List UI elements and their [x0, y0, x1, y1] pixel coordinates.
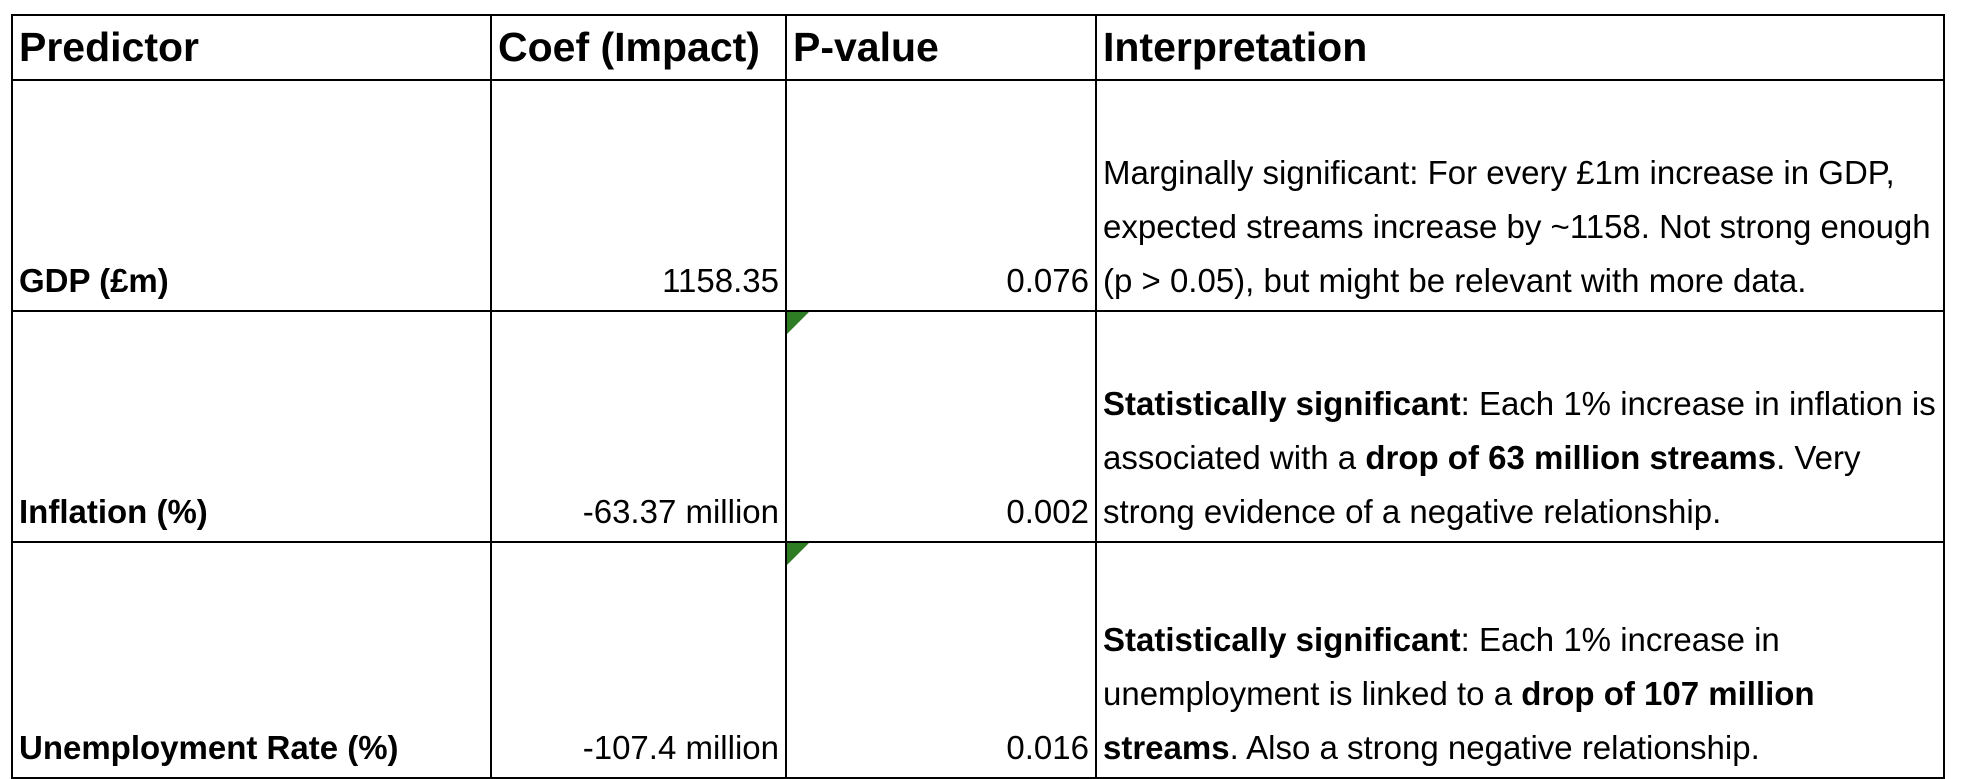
- interp-text: : Each 1% increase in unemployment is li…: [1103, 621, 1780, 712]
- spreadsheet-table-area: Predictor Coef (Impact) P-value Interpre…: [11, 14, 1945, 779]
- coef-cell[interactable]: 1158.35: [490, 79, 787, 312]
- coef-cell[interactable]: -107.4 million: [490, 541, 787, 779]
- table-row: Inflation (%) -63.37 million 0.002 Stati…: [11, 310, 1945, 543]
- interp-bold-text: Statistically significant: [1103, 621, 1461, 658]
- interpretation-cell[interactable]: Marginally significant: For every £1m in…: [1095, 79, 1945, 312]
- interpretation-cell[interactable]: Statistically significant: Each 1% incre…: [1095, 541, 1945, 779]
- pvalue-text: 0.002: [1006, 493, 1089, 530]
- interpretation-cell[interactable]: Statistically significant: Each 1% incre…: [1095, 310, 1945, 543]
- pvalue-cell[interactable]: 0.016: [785, 541, 1097, 779]
- cell-error-flag-icon[interactable]: [787, 543, 809, 565]
- header-pvalue[interactable]: P-value: [785, 14, 1097, 81]
- header-predictor[interactable]: Predictor: [11, 14, 492, 81]
- cell-error-flag-icon[interactable]: [787, 312, 809, 334]
- pvalue-cell[interactable]: 0.002: [785, 310, 1097, 543]
- predictor-cell[interactable]: Unemployment Rate (%): [11, 541, 492, 779]
- interp-text: : Each 1% increase in inflation is assoc…: [1103, 385, 1936, 476]
- interp-text: . Also a strong negative relationship.: [1229, 729, 1760, 766]
- header-row: Predictor Coef (Impact) P-value Interpre…: [11, 14, 1945, 81]
- predictor-cell[interactable]: GDP (£m): [11, 79, 492, 312]
- coef-cell[interactable]: -63.37 million: [490, 310, 787, 543]
- header-coef[interactable]: Coef (Impact): [490, 14, 787, 81]
- regression-results-table: Predictor Coef (Impact) P-value Interpre…: [11, 14, 1945, 779]
- interp-bold-text: Statistically significant: [1103, 385, 1461, 422]
- predictor-cell[interactable]: Inflation (%): [11, 310, 492, 543]
- interp-text: Marginally significant: For every £1m in…: [1103, 154, 1931, 299]
- header-interpretation[interactable]: Interpretation: [1095, 14, 1945, 81]
- pvalue-cell[interactable]: 0.076: [785, 79, 1097, 312]
- interp-bold-text: drop of 63 million streams: [1365, 439, 1777, 476]
- interp-text: . Very strong evidence of a negative rel…: [1103, 439, 1861, 530]
- table-row: Unemployment Rate (%) -107.4 million 0.0…: [11, 541, 1945, 779]
- table-row: GDP (£m) 1158.35 0.076 Marginally signif…: [11, 79, 1945, 312]
- pvalue-text: 0.016: [1006, 729, 1089, 766]
